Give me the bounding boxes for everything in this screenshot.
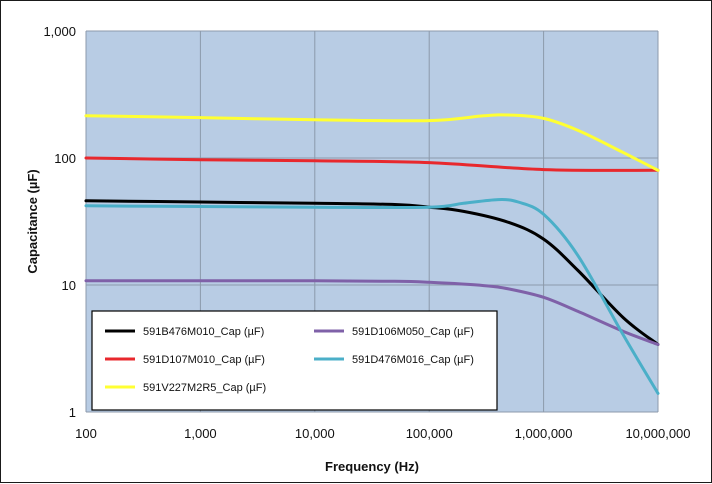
series-line-591d106m050 bbox=[84, 279, 660, 346]
series-line-591d107m010 bbox=[84, 156, 660, 172]
x-tick-label: 100 bbox=[75, 426, 97, 441]
y-tick-label: 1 bbox=[69, 405, 76, 420]
series-lines bbox=[84, 113, 660, 395]
legend: 591B476M010_Cap (µF) 591D106M050_Cap (µF)… bbox=[91, 310, 498, 411]
series-line-591d476m016 bbox=[84, 198, 660, 395]
x-tick-label: 1,000,000 bbox=[515, 426, 573, 441]
legend-label-591d476m016: 591D476M016_Cap (µF) bbox=[352, 354, 474, 366]
y-tick-label: 10 bbox=[62, 278, 76, 293]
x-tick-label: 100,000 bbox=[406, 426, 453, 441]
legend-label-591d107m010: 591D107M010_Cap (µF) bbox=[143, 354, 265, 366]
y-tick-labels: 1 10 100 1,000 bbox=[43, 24, 76, 420]
y-axis-title: Capacitance (µF) bbox=[25, 169, 40, 273]
x-tick-label: 10,000 bbox=[295, 426, 335, 441]
series-line-591v227m2r5 bbox=[84, 113, 660, 172]
legend-box bbox=[91, 310, 498, 411]
legend-label-591b476m010: 591B476M010_Cap (µF) bbox=[143, 326, 264, 338]
legend-label-591v227m2r5: 591V227M2R5_Cap (µF) bbox=[143, 382, 266, 394]
x-axis-title: Frequency (Hz) bbox=[325, 459, 419, 474]
legend-label-591d106m050: 591D106M050_Cap (µF) bbox=[352, 326, 474, 338]
y-tick-label: 100 bbox=[54, 151, 76, 166]
x-tick-label: 10,000,000 bbox=[625, 426, 690, 441]
y-tick-label: 1,000 bbox=[43, 24, 76, 39]
x-tick-label: 1,000 bbox=[184, 426, 217, 441]
x-tick-labels: 100 1,000 10,000 100,000 1,000,000 10,000,000 bbox=[75, 426, 690, 441]
series-line-591b476m010 bbox=[84, 199, 660, 346]
